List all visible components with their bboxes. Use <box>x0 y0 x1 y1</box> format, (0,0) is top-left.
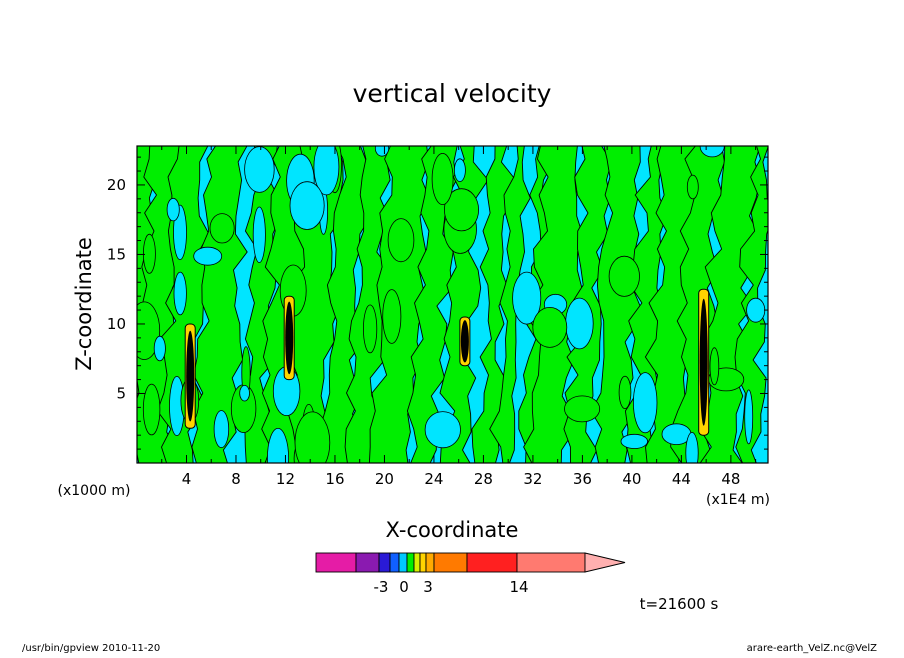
contour-patch <box>252 206 266 263</box>
y-axis-ticks: 5 10 15 20 <box>107 156 768 450</box>
colorbar-label: 14 <box>509 578 528 596</box>
contour-band <box>344 146 391 463</box>
y-tick-label: 15 <box>107 245 126 263</box>
contour-patch <box>213 410 230 449</box>
contour-patch <box>153 335 166 362</box>
contour-patch <box>608 255 640 297</box>
chart-title: vertical velocity <box>353 79 552 108</box>
x-tick-label: 4 <box>182 470 192 488</box>
contour-patch <box>564 395 601 423</box>
x-tick-label: 28 <box>474 470 493 488</box>
contour-patch <box>709 347 720 386</box>
x-tick-label: 20 <box>375 470 394 488</box>
colorbar-label: 0 <box>399 578 409 596</box>
colorbar: -3 0 3 14 <box>315 552 626 596</box>
contour-patch <box>209 213 235 244</box>
contour-patch <box>431 152 454 205</box>
x-tick-label: 16 <box>325 470 344 488</box>
contour-patch <box>424 411 461 449</box>
colorbar-segment <box>355 552 380 573</box>
colorbar-segment <box>425 552 435 573</box>
x-axis-ticks: 4 8 12 16 20 24 28 32 36 40 44 48 <box>161 146 757 488</box>
colorbar-segment <box>466 552 518 573</box>
contour-patch <box>166 197 180 222</box>
contour-patch <box>686 174 699 200</box>
contour-patch <box>239 385 250 402</box>
y-tick-label: 20 <box>107 176 126 194</box>
contour-patch <box>244 146 275 193</box>
x-tick-label: 12 <box>276 470 295 488</box>
contour-patch <box>443 188 479 232</box>
contour-band <box>670 146 725 463</box>
colorbar-extend-arrow <box>584 552 626 573</box>
x-axis-label: X-coordinate <box>386 518 519 542</box>
contour-patch <box>620 433 649 449</box>
colorbar-segment <box>406 552 415 573</box>
updraft-core-strong <box>699 298 708 426</box>
contour-patch <box>362 304 378 354</box>
colorbar-segment <box>433 552 468 573</box>
x-tick-label: 36 <box>573 470 592 488</box>
x-tick-label: 40 <box>622 470 641 488</box>
colorbar-segment <box>398 552 408 573</box>
contour-patch <box>142 383 161 436</box>
contour-patch <box>142 233 156 274</box>
contour-patch <box>453 158 466 183</box>
contour-patch <box>618 375 632 409</box>
contour-patch <box>746 297 766 323</box>
contour-patch <box>173 271 187 316</box>
y-axis-label: Z-coordinate <box>72 237 96 371</box>
contour-patch <box>193 246 223 266</box>
updraft-core-strong <box>186 330 195 422</box>
plot-frame <box>136 145 769 464</box>
colorbar-segment <box>315 552 357 573</box>
contour-patch <box>685 432 699 463</box>
contour-patch <box>374 146 390 157</box>
colorbar-segment <box>378 552 391 573</box>
x-tick-label: 24 <box>424 470 443 488</box>
colorbar-segment <box>516 552 586 573</box>
footer-left: /usr/bin/gpview 2010-11-20 <box>22 643 160 654</box>
contour-fill-layer <box>137 146 768 463</box>
colorbar-segment <box>389 552 400 573</box>
colorbar-label: 3 <box>423 578 433 596</box>
colorbar-segment <box>413 552 421 573</box>
colorbar-segment <box>419 552 427 573</box>
x-unit-right-label: (x1E4 m) <box>706 492 770 508</box>
contour-patch <box>633 372 658 434</box>
contour-patch <box>382 289 402 344</box>
contour-patch <box>289 181 325 230</box>
contour-band <box>489 146 531 463</box>
contour-patch <box>744 389 754 445</box>
contour-patch <box>387 218 415 263</box>
y-tick-label: 5 <box>116 384 126 402</box>
x-tick-label: 32 <box>523 470 542 488</box>
contour-patch <box>294 411 331 463</box>
contour-patch <box>313 146 340 196</box>
x-unit-left-label: (x1000 m) <box>58 483 131 499</box>
contour-patch <box>565 297 594 350</box>
colorbar-label: -3 <box>374 578 389 596</box>
x-tick-label: 8 <box>231 470 241 488</box>
time-label: t=21600 s <box>640 595 719 613</box>
contour-patch <box>532 306 568 348</box>
footer-right: arare-earth_VelZ.nc@VelZ <box>747 643 878 654</box>
x-tick-label: 44 <box>672 470 691 488</box>
contour-patch <box>512 271 542 325</box>
y-tick-label: 10 <box>107 315 126 333</box>
contour-patch <box>267 428 289 463</box>
updraft-core-strong <box>460 320 469 363</box>
x-tick-label: 48 <box>721 470 740 488</box>
updraft-core-strong <box>285 301 294 375</box>
